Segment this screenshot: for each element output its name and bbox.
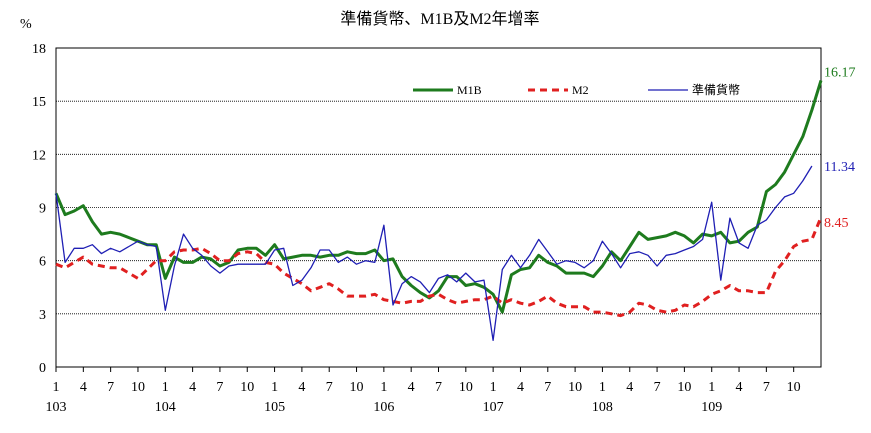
y-tick-label: 6 xyxy=(39,255,46,270)
x-tick-label: 7 xyxy=(435,380,442,395)
x-tick-label: 1 xyxy=(490,380,497,395)
end-value-label: 8.45 xyxy=(824,216,849,231)
tick-labels: 0 3 6 9 12 15 18 1 4 7 10 1 4 7 10 1 4 7 10 1 4 7 10 1 4 7 10 1 4 7 10… xyxy=(32,42,801,415)
x-tick-label: 4 xyxy=(517,380,524,395)
x-year-label: 104 xyxy=(155,400,176,415)
x-tick-label: 7 xyxy=(107,380,114,395)
x-tick-label: 7 xyxy=(544,380,551,395)
series-line-0 xyxy=(54,79,823,314)
x-tick-label: 4 xyxy=(408,380,415,395)
legend-label: M2 xyxy=(572,83,589,97)
x-tick-label: 7 xyxy=(326,380,333,395)
legend-label: M1B xyxy=(457,83,482,97)
legend: M1B M2 準備貨幣 xyxy=(413,82,740,97)
x-tick-label: 1 xyxy=(271,380,278,395)
x-tick-label: 4 xyxy=(736,380,743,395)
x-tick-label: 10 xyxy=(240,380,254,395)
y-tick-label: 3 xyxy=(39,308,46,323)
y-tick-label: 12 xyxy=(32,148,46,163)
end-value-labels: 16.17 8.45 11.34 xyxy=(824,65,856,231)
y-tick-label: 18 xyxy=(32,42,46,57)
x-tick-label: 4 xyxy=(189,380,196,395)
x-tick-label: 10 xyxy=(459,380,473,395)
x-tick-label: 4 xyxy=(80,380,87,395)
x-year-label: 108 xyxy=(592,400,613,415)
chart-title: 準備貨幣、M1B及M2年增率 xyxy=(340,10,539,28)
legend-label: 準備貨幣 xyxy=(692,82,740,97)
x-year-label: 107 xyxy=(483,400,504,415)
x-tick-label: 10 xyxy=(131,380,145,395)
x-tick-label: 1 xyxy=(380,380,387,395)
series-lines xyxy=(54,79,823,342)
y-tick-label: 15 xyxy=(32,95,46,110)
x-tick-label: 1 xyxy=(708,380,715,395)
x-tick-label: 7 xyxy=(216,380,223,395)
x-tick-label: 7 xyxy=(763,380,770,395)
x-year-label: 105 xyxy=(264,400,285,415)
y-axis-unit-label: % xyxy=(20,17,32,32)
x-tick-label: 10 xyxy=(350,380,364,395)
x-tick-label: 4 xyxy=(626,380,633,395)
x-tick-label: 1 xyxy=(53,380,60,395)
series-line-1 xyxy=(55,216,823,318)
x-tick-label: 1 xyxy=(162,380,169,395)
x-year-label: 109 xyxy=(701,400,722,415)
x-tick-label: 10 xyxy=(787,380,801,395)
gridlines xyxy=(56,100,821,315)
x-tick-label: 4 xyxy=(298,380,305,395)
x-tick-label: 10 xyxy=(568,380,582,395)
y-tick-label: 9 xyxy=(39,202,46,217)
y-tick-label: 0 xyxy=(39,361,46,376)
x-tick-label: 10 xyxy=(677,380,691,395)
x-year-label: 103 xyxy=(46,400,67,415)
axes xyxy=(55,47,822,372)
x-tick-label: 7 xyxy=(654,380,661,395)
end-value-label: 11.34 xyxy=(824,160,855,175)
x-tick-label: 1 xyxy=(599,380,606,395)
end-value-label: 16.17 xyxy=(824,65,856,80)
x-year-label: 106 xyxy=(373,400,394,415)
series-line-2 xyxy=(55,165,813,342)
